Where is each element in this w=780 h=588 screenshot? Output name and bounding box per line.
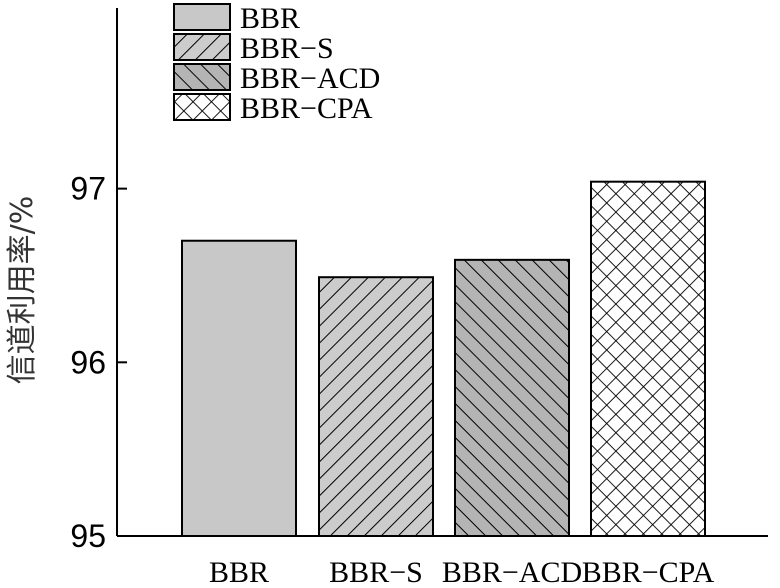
x-tick-label: BBR−S	[329, 556, 423, 588]
y-axis-label: 信道利用率/%	[5, 196, 40, 385]
legend-label: BBR	[240, 2, 300, 35]
x-tick-labels: BBR BBR−S BBR−ACD BBR−CPA	[209, 556, 715, 588]
legend-label: BBR−S	[240, 32, 334, 65]
legend-swatch	[173, 33, 231, 61]
x-tick-label: BBR−ACD	[442, 556, 582, 588]
legend-label: BBR−ACD	[240, 62, 380, 95]
bar-bbr-acd	[454, 258, 570, 537]
y-tick-label: 97	[70, 171, 106, 207]
legend-swatch	[173, 63, 231, 91]
y-tick-label: 95	[70, 518, 106, 554]
y-tick-label: 96	[70, 344, 106, 380]
y-tick-labels: 95 96 97	[70, 171, 106, 554]
bar-bbr-s	[318, 276, 434, 537]
x-tick-label: BBR−CPA	[582, 556, 715, 588]
bars	[181, 180, 706, 537]
legend-swatch	[173, 3, 231, 31]
bar-bbr	[181, 239, 297, 537]
x-tick-label: BBR	[209, 556, 269, 588]
legend-swatch	[173, 93, 231, 121]
bar-bbr-cpa	[590, 180, 706, 537]
legend-label: BBR−CPA	[240, 92, 373, 125]
